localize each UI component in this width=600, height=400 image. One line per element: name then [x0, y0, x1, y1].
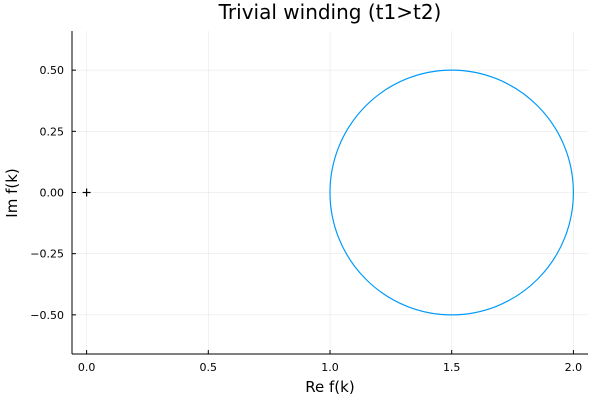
x-tick-label: 2.0 — [565, 361, 583, 374]
x-axis-label: Re f(k) — [305, 378, 354, 396]
plus-marker — [82, 188, 91, 197]
x-tick-label: 0.5 — [200, 361, 218, 374]
x-tick-label: 1.5 — [443, 361, 461, 374]
y-tick-label: −0.50 — [30, 309, 64, 322]
tick-layer: 0.0 0.5 1.0 1.5 2.0 0.50 0.25 0.00 −0.25 −0.50 — [30, 64, 582, 374]
x-tick-label: 0.0 — [78, 361, 96, 374]
x-tick-label: 1.0 — [321, 361, 339, 374]
series-curve — [329, 69, 574, 316]
series-layer — [329, 69, 574, 316]
y-tick-label: 0.00 — [40, 187, 65, 200]
chart-title: Trivial winding (t1>t2) — [218, 0, 442, 24]
y-tick-label: −0.25 — [30, 248, 64, 261]
y-axis-label: Im f(k) — [3, 168, 21, 217]
y-tick-label: 0.50 — [40, 64, 65, 77]
marker-layer — [82, 188, 91, 197]
y-tick-label: 0.25 — [40, 125, 65, 138]
